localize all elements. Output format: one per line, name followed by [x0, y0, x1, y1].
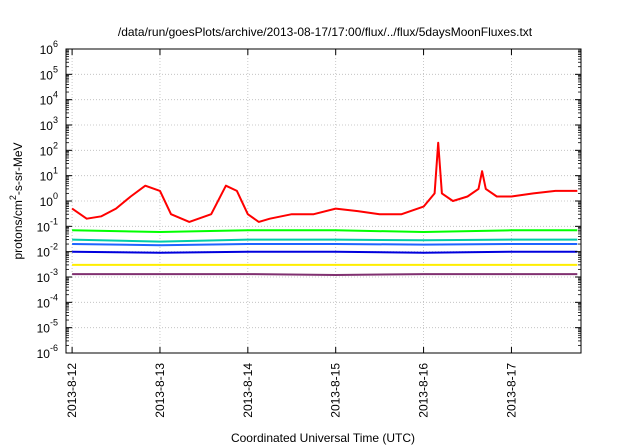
y-axis: 10-6 10-5 10-4 10-3 10-2 10-1 100 101 102 103 104 1… [37, 39, 581, 361]
series-line [72, 273, 578, 276]
grid [66, 49, 581, 353]
y-tick-label: 103 [40, 115, 58, 133]
series-group [71, 141, 578, 276]
y-tick-label: 102 [40, 140, 58, 158]
y-tick-label: 10-3 [37, 267, 58, 285]
y-tick-label: 10-2 [37, 242, 58, 260]
x-axis: 2013-8-12 2013-8-13 2013-8-14 2013-8-15 2013… [65, 49, 518, 418]
x-tick-label: 2013-8-13 [153, 363, 167, 418]
series-line [72, 229, 578, 233]
y-tick-label: 100 [40, 191, 58, 209]
series-line [72, 243, 578, 247]
chart-title: /data/run/goesPlots/archive/2013-08-17/1… [118, 25, 533, 39]
y-axis-label: protons/cm2-s-sr-MeV [8, 142, 25, 259]
series-line [72, 238, 578, 243]
x-tick-label: 2013-8-17 [504, 363, 518, 418]
series-line [72, 250, 578, 254]
x-tick-label: 2013-8-16 [417, 363, 431, 418]
y-tick-label: 101 [40, 166, 58, 184]
y-tick-label: 10-1 [37, 216, 58, 234]
y-tick-label: 10-5 [37, 318, 58, 336]
series-line [71, 141, 578, 223]
x-tick-label: 2013-8-15 [329, 363, 343, 418]
y-tick-label: 10-6 [37, 343, 58, 361]
x-axis-label: Coordinated Universal Time (UTC) [231, 431, 415, 445]
y-tick-label: 105 [40, 64, 58, 82]
x-tick-label: 2013-8-14 [241, 363, 255, 418]
y-tick-label: 10-4 [37, 292, 58, 310]
plot-frame [65, 48, 582, 354]
x-tick-label: 2013-8-12 [65, 363, 79, 418]
y-tick-label: 104 [40, 90, 58, 108]
y-tick-label: 106 [40, 39, 58, 57]
